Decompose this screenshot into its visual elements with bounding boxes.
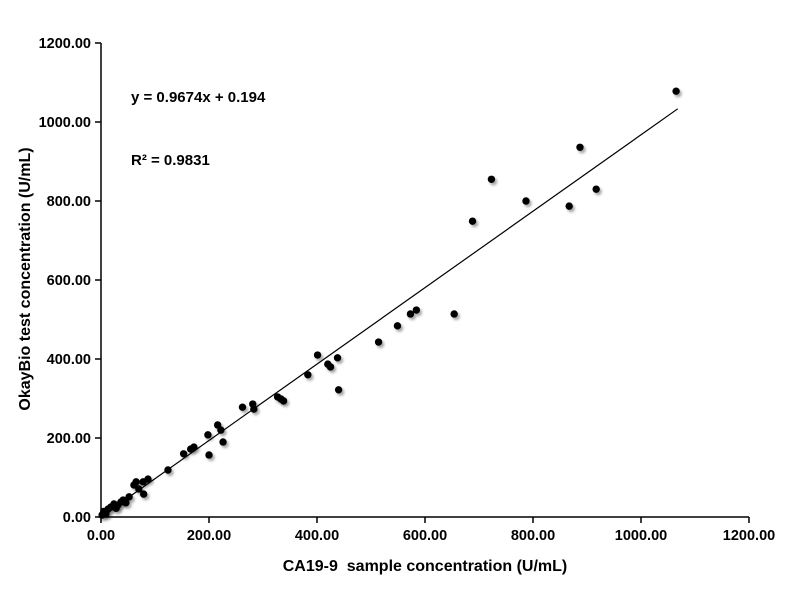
y-tick-label: 600.00: [47, 273, 91, 289]
data-point: [122, 499, 130, 507]
x-tick-label: 1000.00: [615, 528, 667, 544]
y-tick-label: 800.00: [47, 194, 91, 210]
x-tick-label: 600.00: [403, 528, 447, 544]
data-point: [334, 386, 343, 394]
data-point: [250, 405, 258, 413]
x-tick-label: 0.00: [87, 528, 115, 544]
data-point: [279, 397, 288, 405]
data-point: [205, 451, 213, 459]
data-point: [135, 485, 143, 493]
data-point: [672, 87, 680, 95]
data-point: [374, 338, 383, 346]
y-tick-label: 1200.00: [39, 36, 91, 52]
regression-line: [100, 108, 679, 518]
x-axis-title: CA19-9 sample concentration (U/mL): [282, 558, 568, 575]
y-tick-label: 200.00: [47, 431, 91, 447]
data-point: [313, 351, 322, 359]
data-point: [164, 466, 172, 474]
data-point: [393, 322, 402, 330]
trendline: [100, 108, 679, 518]
data-point: [132, 478, 140, 486]
data-point: [468, 217, 477, 225]
y-axis-title: OkayBio test concentration (U/mL): [17, 147, 34, 411]
regression-annotation: y = 0.9674x + 0.194 R² = 0.9831: [131, 45, 265, 213]
data-point: [406, 310, 415, 318]
data-point: [333, 354, 342, 362]
data-point: [565, 202, 573, 210]
x-tick-label: 200.00: [187, 528, 231, 544]
data-point: [190, 443, 198, 451]
data-point: [450, 310, 458, 318]
data-point: [304, 371, 312, 379]
y-tick-label: 1000.00: [39, 115, 91, 131]
data-point: [412, 306, 421, 314]
data-point: [487, 175, 496, 183]
regression-equation: y = 0.9674x + 0.194: [131, 89, 266, 106]
x-tick-label: 800.00: [511, 528, 555, 544]
data-point: [326, 363, 335, 371]
x-tick-label: 1200.00: [723, 528, 775, 544]
data-point: [204, 431, 212, 439]
data-point: [238, 403, 247, 411]
y-tick-label: 0.00: [63, 510, 91, 526]
data-point: [217, 426, 225, 434]
data-point: [219, 438, 227, 446]
x-tick-label: 400.00: [295, 528, 339, 544]
data-points: [98, 87, 680, 519]
data-point: [179, 450, 188, 458]
axes: 0.00 200.00 400.00 600.00 800.00 1000.00 1200.…: [39, 36, 776, 544]
data-point: [592, 185, 600, 193]
data-point: [522, 197, 530, 205]
data-point: [125, 493, 133, 501]
data-point: [576, 143, 584, 151]
data-point: [139, 490, 148, 498]
r-squared-value: R² = 0.9831: [131, 152, 210, 169]
data-point: [144, 475, 152, 483]
y-tick-label: 400.00: [47, 352, 91, 368]
